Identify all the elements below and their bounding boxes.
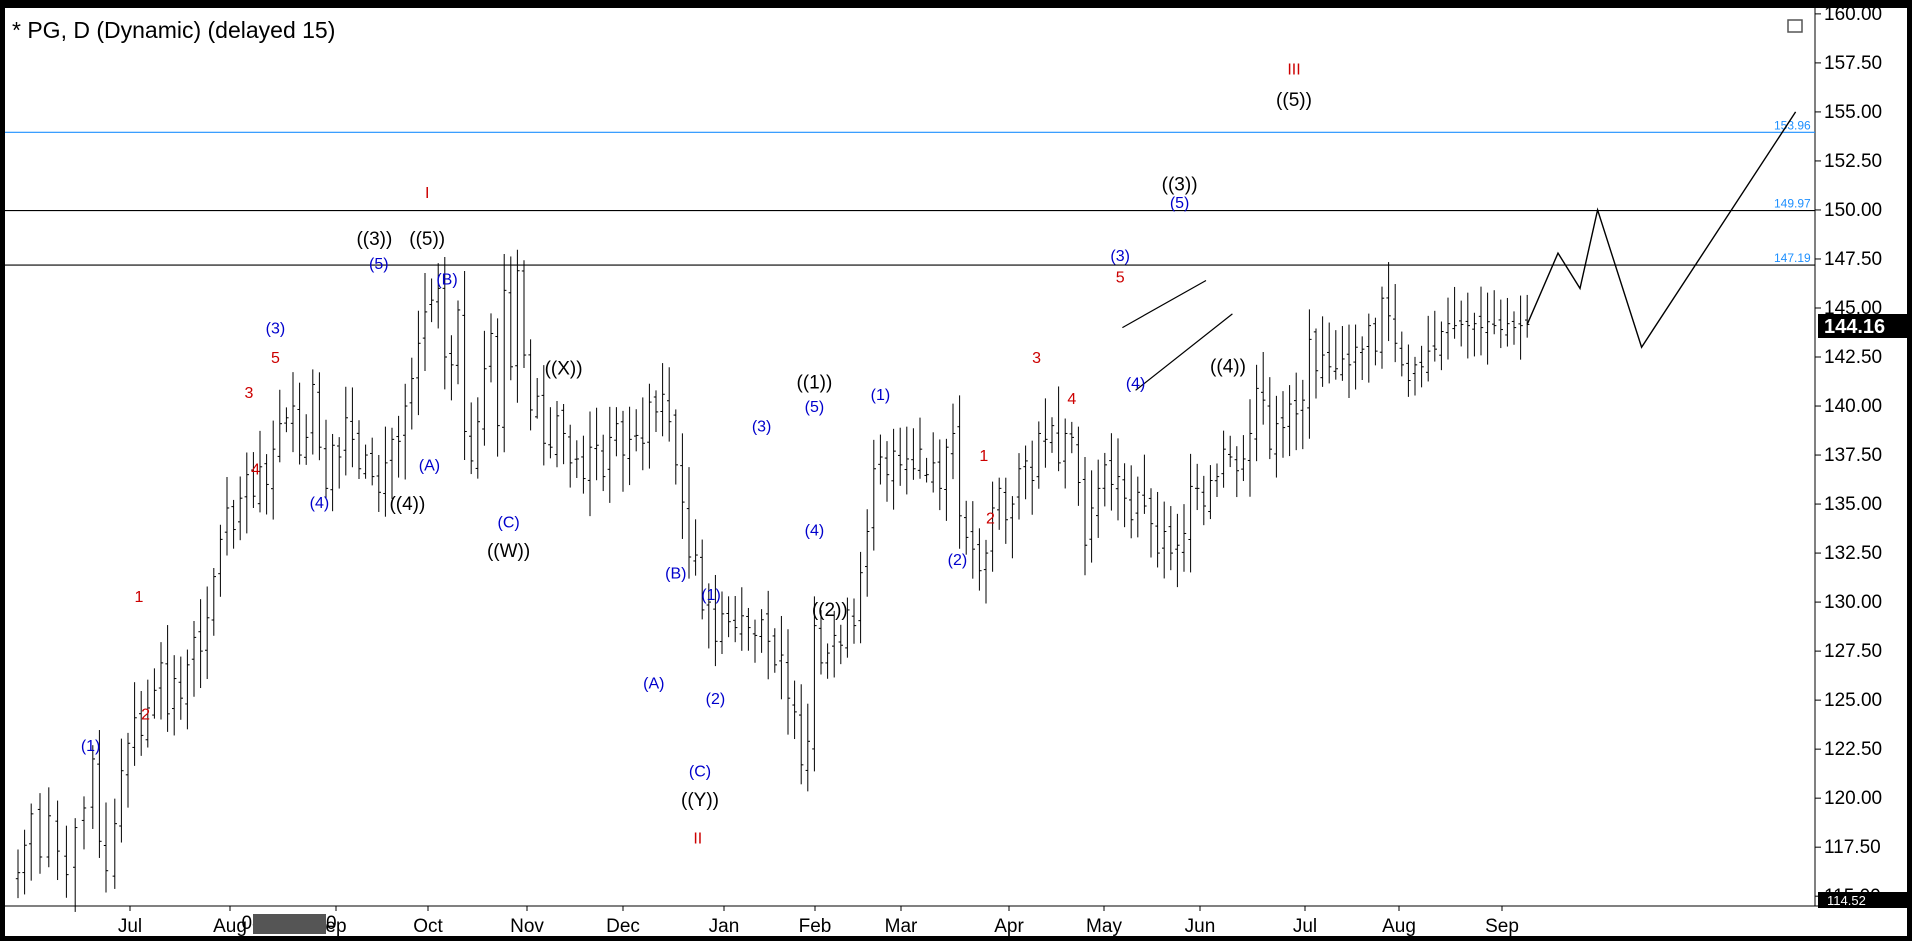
y-axis-background [1815,8,1907,906]
wave-label-0: (1) [81,738,101,755]
chart-title: * PG, D (Dynamic) (delayed 15) [12,17,335,43]
x-tick-label-12: Jun [1185,916,1216,937]
x-tick-label-0: Jul [118,916,142,937]
wave-label-18: (A) [643,675,664,692]
wave-label-33: 2 [986,511,995,528]
wave-label-43: ((5)) [1276,90,1312,111]
level-label-1: 149.97 [1774,197,1811,211]
wave-label-30: (1) [871,387,891,404]
y-tick-label-4: 150.00 [1824,200,1882,221]
y-tick-label-0: 160.00 [1824,4,1882,25]
y-tick-label-7: 142.50 [1824,347,1882,368]
wave-label-36: (3) [1110,248,1130,265]
wave-label-1: 1 [135,589,144,606]
horizontal-levels: 153.96 149.97 147.19 [5,118,1815,266]
y-tick-label-5: 147.50 [1824,249,1882,270]
wave-labels: (1)1234(3)5(4)(5)((3))I((5))((4))(B)(A)(… [81,62,1312,848]
wedge-lower-line [1135,313,1233,391]
wave-label-27: ((1)) [796,372,832,393]
wave-label-23: (1) [701,587,721,604]
wave-label-14: (A) [419,458,440,475]
low-marker-badge [1818,892,1908,908]
y-tick-label-17: 117.50 [1824,837,1881,858]
wave-label-2: 2 [141,707,150,724]
y-tick-label-10: 135.00 [1824,494,1882,515]
wave-label-28: (4) [805,522,825,539]
wave-label-16: ((W)) [487,541,530,562]
y-tick-label-11: 132.50 [1824,543,1882,564]
date-cursor-badge [253,914,326,934]
wave-label-20: (C) [689,764,711,781]
y-tick-label-1: 157.50 [1824,53,1882,74]
wave-label-17: ((X)) [545,359,583,380]
level-label-2: 147.19 [1774,251,1811,265]
y-tick-label-2: 155.00 [1824,102,1882,123]
projection-path [1122,111,1797,391]
y-tick-label-3: 152.50 [1824,151,1882,172]
wave-label-13: (B) [436,271,457,288]
window-restore-icon[interactable] [1787,19,1803,33]
y-tick-label-6: 145.00 [1824,298,1882,319]
x-tick-label-13: Jul [1293,916,1317,937]
wave-label-37: 5 [1116,269,1125,286]
wave-label-11: ((5)) [409,229,445,250]
wave-label-8: (5) [369,256,389,273]
wave-label-39: ((3)) [1162,174,1198,195]
y-tick-label-16: 120.00 [1824,788,1882,809]
low-marker-value: 114.52 [1827,893,1866,908]
x-tick-label-15: Sep [1485,916,1519,937]
wave-label-9: ((3)) [356,229,392,250]
y-tick-label-8: 140.00 [1824,396,1882,417]
wave-label-42: III [1287,62,1300,79]
wave-label-22: II [693,830,702,847]
ohlc-bars [15,249,1530,912]
x-tick-label-4: Oct [413,916,443,937]
level-label-0: 153.96 [1774,118,1811,132]
y-tick-label-13: 127.50 [1824,641,1882,662]
x-tick-label-3: ep [325,916,346,937]
last-price-value: 144.16 [1824,316,1885,338]
projection-line [1526,111,1797,349]
x-tick-label-5: Nov [510,916,544,937]
wave-label-5: (3) [266,320,286,337]
x-tick-label-14: Aug [1382,916,1416,937]
wave-label-21: ((Y)) [681,790,719,811]
wave-label-24: (2) [706,691,726,708]
last-price-badge [1818,314,1910,338]
wave-label-3: 3 [245,385,254,402]
wave-label-7: (4) [310,495,330,512]
x-tick-label-11: May [1086,916,1122,937]
wave-label-4: 4 [251,462,260,479]
y-tick-label-9: 137.50 [1824,445,1882,466]
wedge-upper-line [1122,280,1207,329]
wave-label-6: 5 [271,350,280,367]
x-tick-label-6: Dec [606,916,640,937]
wave-label-32: 1 [979,448,988,465]
wave-label-19: (B) [665,566,686,583]
wave-label-15: (C) [497,515,519,532]
y-tick-label-12: 130.00 [1824,592,1882,613]
wave-label-34: 3 [1032,350,1041,367]
wave-label-38: (4) [1126,375,1146,392]
x-tick-label-10: Apr [994,916,1024,937]
x-tick-label-1: Aug [213,916,247,937]
wave-label-40: (5) [1170,195,1190,212]
wave-label-10: I [425,185,429,202]
x-axis-ticks: JulAug08/19/2020epOctNovDecJanFebMarAprM… [118,906,1519,937]
wave-label-31: (2) [948,552,968,569]
wave-label-29: ((2)) [812,600,848,621]
wave-label-25: (3) [752,419,772,436]
x-tick-label-9: Mar [885,916,918,937]
wave-label-41: ((4)) [1210,357,1246,378]
x-tick-label-8: Feb [799,916,832,937]
x-tick-label-7: Jan [709,916,740,937]
wave-label-35: 4 [1067,391,1076,408]
wave-label-12: ((4)) [389,494,425,515]
y-tick-label-15: 122.50 [1824,739,1882,760]
plot-background [5,8,1815,906]
wave-label-26: (5) [805,399,825,416]
y-tick-label-14: 125.00 [1824,690,1882,711]
